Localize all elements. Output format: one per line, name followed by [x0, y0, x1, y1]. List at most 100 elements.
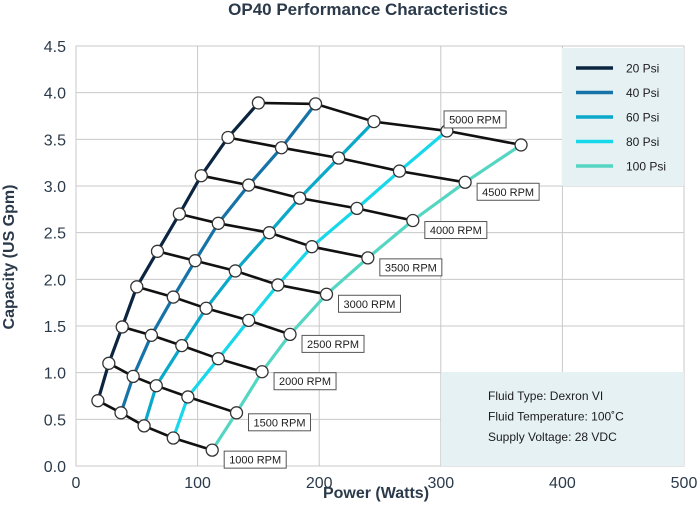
- y-tick-label: 3.5: [44, 132, 66, 149]
- data-point: [114, 406, 128, 420]
- rpm-label: 3500 RPM: [385, 262, 437, 274]
- data-point: [293, 191, 307, 205]
- data-point: [181, 390, 195, 404]
- rpm-label-box: [379, 258, 443, 277]
- data-point: [144, 328, 159, 342]
- data-point: [392, 164, 407, 178]
- data-points: [91, 96, 528, 457]
- rpm-label: 1500 RPM: [254, 417, 306, 429]
- panels: [441, 48, 684, 466]
- x-axis-label: Power (Watts): [323, 485, 429, 502]
- y-tick-label: 4.5: [44, 39, 66, 56]
- data-point: [126, 369, 140, 384]
- series-line: [96, 101, 260, 402]
- y-tick-label: 2.0: [44, 272, 66, 289]
- data-point: [194, 169, 208, 183]
- data-point: [211, 216, 225, 230]
- legend-entry: 80 Psi: [626, 135, 659, 149]
- data-point: [350, 201, 364, 216]
- y-axis-label: Capacity (US Gpm): [1, 185, 18, 330]
- rpm-label: 3000 RPM: [344, 299, 396, 311]
- data-point: [514, 138, 528, 152]
- data-point: [262, 226, 276, 240]
- data-point: [130, 280, 144, 294]
- data-point: [172, 207, 187, 221]
- data-point: [229, 406, 244, 420]
- data-point: [367, 114, 381, 129]
- data-point: [175, 338, 189, 353]
- rpm-line: [97, 399, 213, 452]
- x-tick-label: 400: [549, 475, 576, 492]
- data-point: [255, 365, 269, 379]
- rpm-label: 1000 RPM: [229, 455, 281, 467]
- data-point: [361, 251, 375, 265]
- data-point: [221, 130, 235, 145]
- rpm-label: 2500 RPM: [307, 339, 359, 351]
- chart-title: OP40 Performance Characteristics: [228, 0, 508, 19]
- data-point: [102, 356, 116, 370]
- data-point: [242, 313, 256, 328]
- data-point: [305, 240, 319, 254]
- data-point: [242, 178, 256, 192]
- data-point: [188, 254, 202, 268]
- data-point: [406, 213, 420, 228]
- data-point: [308, 97, 323, 111]
- info-note: Supply Voltage: 28 VDC: [488, 430, 617, 444]
- legend-entry: 60 Psi: [626, 111, 659, 125]
- x-tick-label: 100: [184, 475, 211, 492]
- plot-border: [75, 45, 685, 467]
- y-tick-label: 1.0: [44, 366, 66, 383]
- data-point: [319, 287, 334, 301]
- rpm-line: [136, 285, 291, 336]
- legend: 20 Psi 40 Psi 60 Psi 80 Psi 100 Psi: [576, 62, 666, 174]
- data-point: [251, 96, 266, 110]
- data-point: [458, 175, 472, 189]
- data-point: [166, 290, 180, 304]
- rpm-label-box: [223, 450, 287, 469]
- data-point: [283, 327, 297, 342]
- rpm-labels: 1000 RPM 1500 RPM 2000 RPM 2500 RPM 3000 RPM…: [223, 110, 540, 469]
- info-panel: [441, 372, 684, 466]
- data-point: [211, 352, 225, 366]
- y-tick-label: 2.5: [44, 226, 66, 243]
- data-point: [115, 320, 129, 334]
- data-point: [166, 431, 180, 445]
- series-line: [171, 129, 448, 439]
- data-point: [274, 141, 289, 155]
- rpm-label-box: [301, 334, 365, 353]
- info-note: Fluid Temperature: 100˚C: [488, 410, 624, 424]
- rpm-label-box: [443, 110, 507, 129]
- info-notes: Fluid Type: Dexron VI Fluid Temperature: …: [488, 389, 624, 444]
- data-point: [228, 264, 242, 278]
- info-note: Fluid Type: Dexron VI: [488, 389, 603, 403]
- rpm-label-box: [476, 182, 540, 201]
- y-tick-label: 0.5: [44, 412, 66, 429]
- x-tick-label: 0: [72, 475, 81, 492]
- axes: 0 100 200 300 400 500 0.0 0.5 1.0 1.5 2.0 2.5 3.0 3.5…: [44, 39, 698, 492]
- x-tick-label: 300: [427, 475, 454, 492]
- data-point: [199, 301, 213, 315]
- y-tick-label: 3.0: [44, 179, 66, 196]
- data-point: [149, 379, 163, 393]
- rpm-label-box: [424, 221, 488, 240]
- rpm-label-box: [337, 294, 401, 313]
- legend-entry: 20 Psi: [626, 62, 659, 76]
- legend-entry: 40 Psi: [626, 86, 659, 100]
- y-tick-label: 4.0: [44, 86, 66, 103]
- x-tick-label: 500: [671, 475, 698, 492]
- rpm-label-box: [273, 372, 337, 391]
- data-point: [332, 151, 346, 165]
- rpm-line: [121, 325, 263, 373]
- rpm-label: 5000 RPM: [449, 114, 501, 126]
- data-point: [271, 278, 285, 292]
- data-point: [150, 244, 165, 258]
- data-point: [137, 419, 151, 433]
- data-point: [205, 443, 219, 457]
- rpm-label-box: [248, 413, 312, 432]
- data-point: [91, 394, 105, 408]
- rpm-label: 4000 RPM: [430, 225, 482, 237]
- rpm-label: 4500 RPM: [482, 187, 534, 199]
- x-tick-label: 200: [306, 475, 333, 492]
- series-line: [142, 120, 376, 427]
